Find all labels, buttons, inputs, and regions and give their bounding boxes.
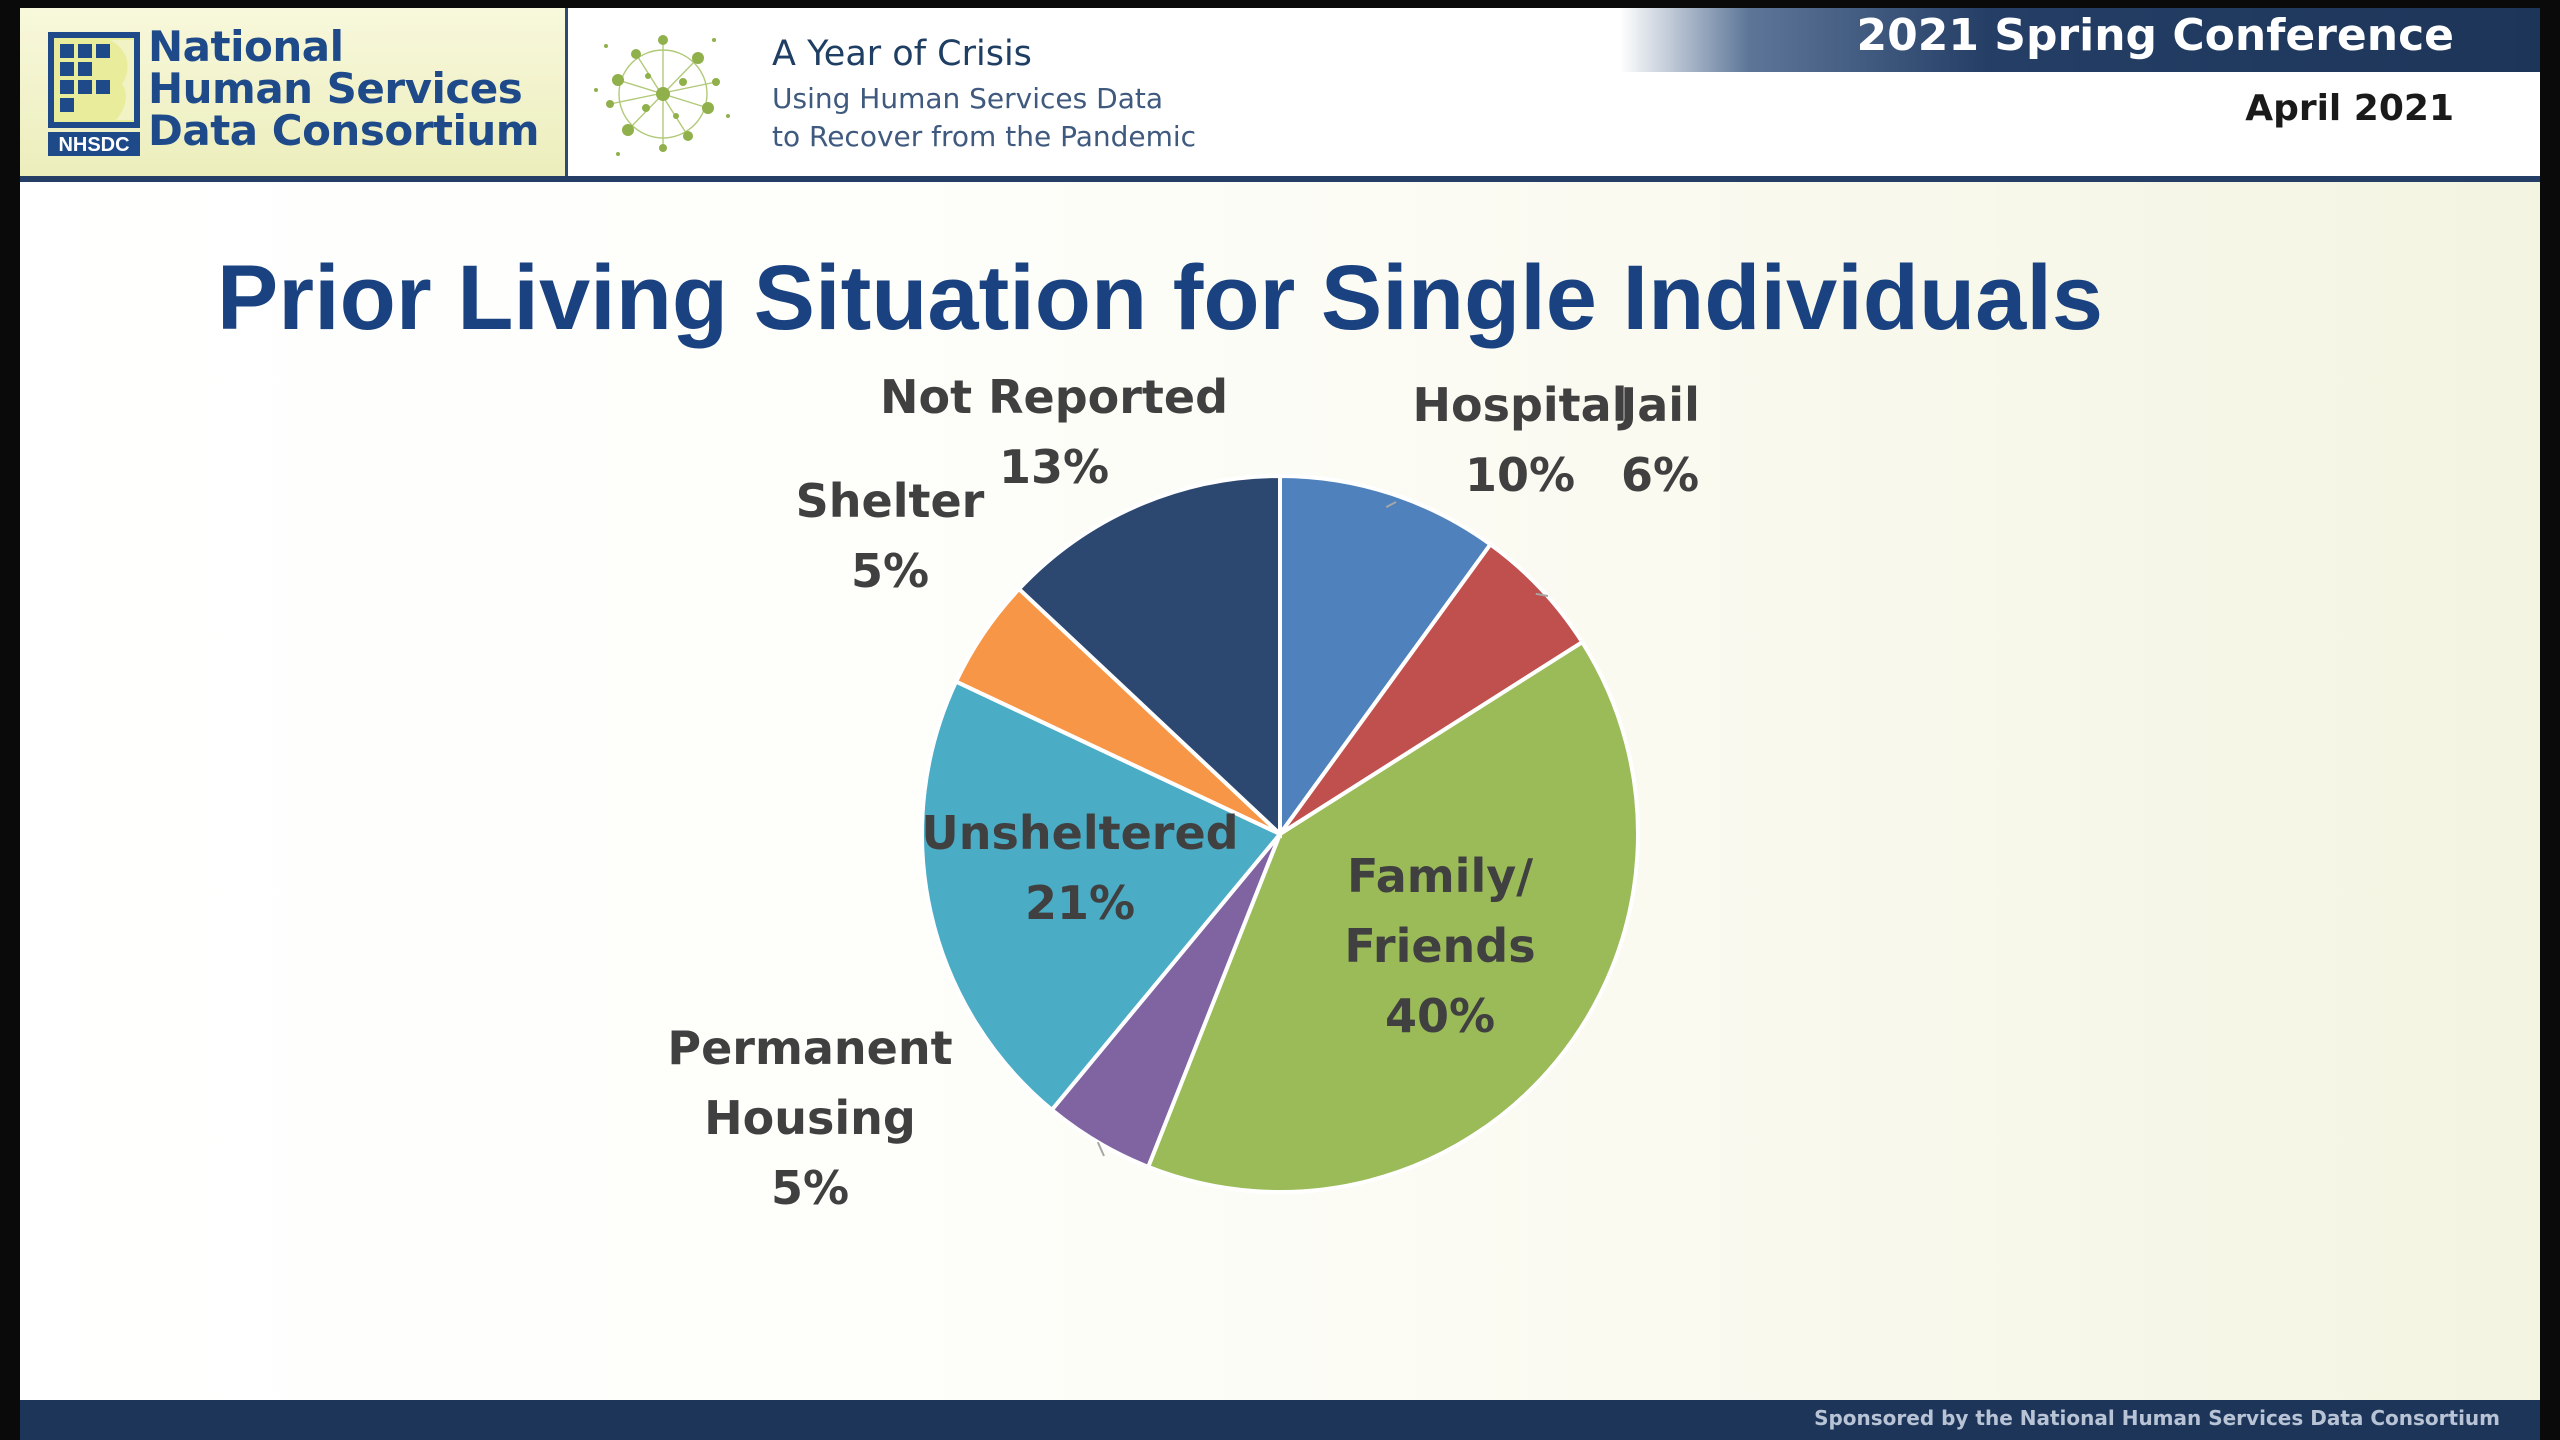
- pie-slice-not-reported: [1016, 473, 1282, 839]
- leader-line-jail: [1535, 592, 1549, 597]
- pie-slices: [919, 473, 1641, 1194]
- pie-label-value: 40%: [1385, 989, 1495, 1043]
- pie-label-text: Shelter: [796, 474, 985, 528]
- pie-label-text: Hospital: [1413, 378, 1628, 432]
- pie-label-unsheltered: Unsheltered 21%: [921, 806, 1238, 930]
- logo-line-1: National: [148, 22, 344, 71]
- pie-label-text: Permanent: [667, 1021, 952, 1075]
- logo-line-3: Data Consortium: [148, 106, 540, 155]
- pie-slice-family-friends: [1145, 639, 1641, 1194]
- pie-label-text: Unsheltered: [921, 806, 1238, 860]
- pie-label-shelter: Shelter 5%: [796, 474, 985, 598]
- conference-date: April 2021: [2245, 88, 2454, 129]
- pie-label-value: 10%: [1465, 448, 1575, 502]
- pie-label-permanent-housing: Permanent Housing 5%: [667, 1021, 952, 1215]
- conference-subtitle-line-1: Using Human Services Data: [772, 82, 1163, 115]
- pie-label-value: 21%: [1025, 876, 1135, 930]
- pie-label-text: Friends: [1344, 919, 1535, 973]
- pie-label-text: Not Reported: [880, 370, 1228, 424]
- pie-label-value: 13%: [999, 440, 1109, 494]
- slide-title: Prior Living Situation for Single Indivi…: [216, 247, 2104, 349]
- nhsdc-logo: NHSDC National Human Services Data Conso…: [20, 8, 568, 176]
- pie-slice-hospital: [1278, 473, 1494, 841]
- pie-label-value: 5%: [771, 1161, 849, 1215]
- pie-chart: Hospital 10% Jail 6% Family/Friends 40% Perman…: [667, 370, 1699, 1215]
- nhsdc-logo-icon: NHSDC: [48, 32, 140, 156]
- pie-slice-jail: [1278, 541, 1586, 836]
- virus-network-icon: [594, 35, 730, 156]
- pie-label-value: 5%: [851, 544, 929, 598]
- conference-title: A Year of Crisis: [772, 34, 1032, 74]
- pie-label-jail: Jail 6%: [1617, 378, 1700, 502]
- conference-banner: 2021 Spring Conference: [1620, 8, 2540, 72]
- pie-label-text: Housing: [704, 1091, 916, 1145]
- leader-lines: [1096, 501, 1549, 1157]
- pie-label-not-reported: Not Reported 13%: [880, 370, 1228, 494]
- pie-slice-unsheltered: [919, 678, 1284, 1113]
- sponsor-text: Sponsored by the National Human Services…: [1814, 1406, 2500, 1430]
- pie-label-hospital: Hospital 10%: [1413, 378, 1628, 502]
- pie-label-family-friends: Family/Friends 40%: [1344, 849, 1535, 1043]
- pie-label-text: Family/: [1347, 849, 1533, 903]
- leader-line-hospital: [1385, 501, 1397, 508]
- logo-mark-text: NHSDC: [58, 134, 129, 156]
- presentation-slide: NHSDC National Human Services Data Conso…: [20, 8, 2540, 1440]
- logo-wordmark: National Human Services Data Consortium: [148, 22, 540, 155]
- slide-header: NHSDC National Human Services Data Conso…: [20, 8, 2540, 182]
- pie-label-value: 6%: [1621, 448, 1699, 502]
- leader-line-permanent-housing: [1096, 1141, 1105, 1157]
- slide-footer: Sponsored by the National Human Services…: [20, 1400, 2540, 1440]
- logo-line-2: Human Services: [148, 64, 523, 113]
- pie-label-text: Jail: [1617, 378, 1700, 432]
- conference-banner-text: 2021 Spring Conference: [1856, 10, 2454, 61]
- conference-subtitle-line-2: to Recover from the Pandemic: [772, 120, 1197, 153]
- pie-labels: Hospital 10% Jail 6% Family/Friends 40% Perman…: [667, 370, 1699, 1215]
